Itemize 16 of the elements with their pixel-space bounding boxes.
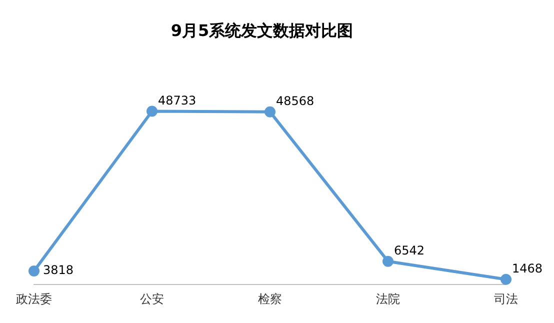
- point: [28, 266, 40, 277]
- data-label: 48733: [158, 93, 196, 108]
- point: [264, 106, 276, 118]
- point: [382, 256, 394, 267]
- point: [146, 106, 158, 117]
- x-tick-label: 法院: [376, 292, 400, 306]
- x-tick-label: 公安: [140, 292, 164, 306]
- data-label: 3818: [43, 263, 74, 278]
- data-label: 6542: [394, 243, 425, 258]
- x-tick-label: 司法: [494, 292, 518, 306]
- point: [500, 274, 512, 285]
- x-tick-label: 政法委: [16, 292, 52, 306]
- data-label: 48568: [276, 94, 314, 108]
- chart-title: 9月5系统发文数据对比图: [170, 20, 354, 40]
- data-label: 1468: [512, 262, 543, 276]
- x-tick-label: 检察: [258, 292, 282, 306]
